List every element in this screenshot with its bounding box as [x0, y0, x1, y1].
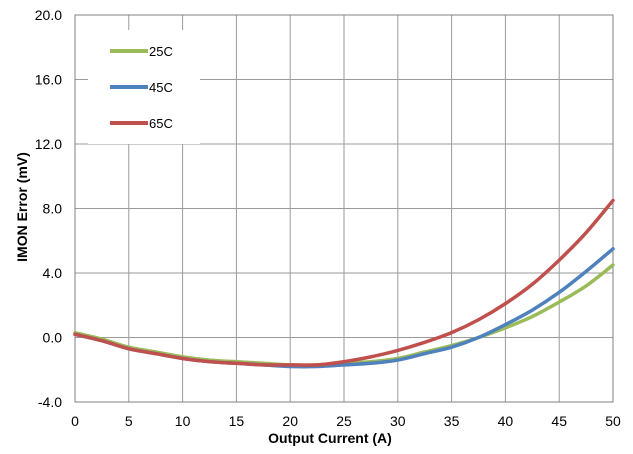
y-tick-label: 4.0: [43, 265, 63, 281]
y-axis-title: IMON Error (mV): [14, 152, 30, 262]
x-tick-label: 25: [336, 413, 352, 429]
x-axis-title: Output Current (A): [268, 430, 392, 446]
legend-label: 25C: [149, 44, 173, 59]
x-tick-label: 30: [390, 413, 406, 429]
x-tick-label: 5: [125, 413, 133, 429]
x-tick-label: 40: [498, 413, 514, 429]
x-tick-label: 0: [71, 413, 79, 429]
x-tick-label: 20: [282, 413, 298, 429]
legend: 25C 45C 65C: [88, 30, 200, 144]
series-lines: [73, 198, 615, 369]
y-tick-label: 20.0: [35, 7, 62, 23]
x-tick-label: 45: [551, 413, 567, 429]
y-tick-label: 0.0: [43, 330, 63, 346]
y-tick-label: 8.0: [43, 201, 63, 217]
x-tick-label: 15: [229, 413, 245, 429]
x-tick-label: 10: [175, 413, 191, 429]
series-line-65C: [73, 198, 615, 367]
y-tick-label: 16.0: [35, 72, 62, 88]
x-tick-label: 50: [605, 413, 621, 429]
y-tick-label: -4.0: [38, 394, 62, 410]
x-tick-label: 35: [444, 413, 460, 429]
plot-area-border: [74, 14, 614, 403]
tick-labels: 0 5 10 15 20 25 30 35 40 45 50 -4.0 0.0 4.0 8.0 12.0 16.…: [35, 7, 621, 429]
legend-label: 45C: [149, 80, 173, 95]
y-tick-label: 12.0: [35, 136, 62, 152]
legend-label: 65C: [149, 116, 173, 131]
grid: [74, 14, 614, 403]
